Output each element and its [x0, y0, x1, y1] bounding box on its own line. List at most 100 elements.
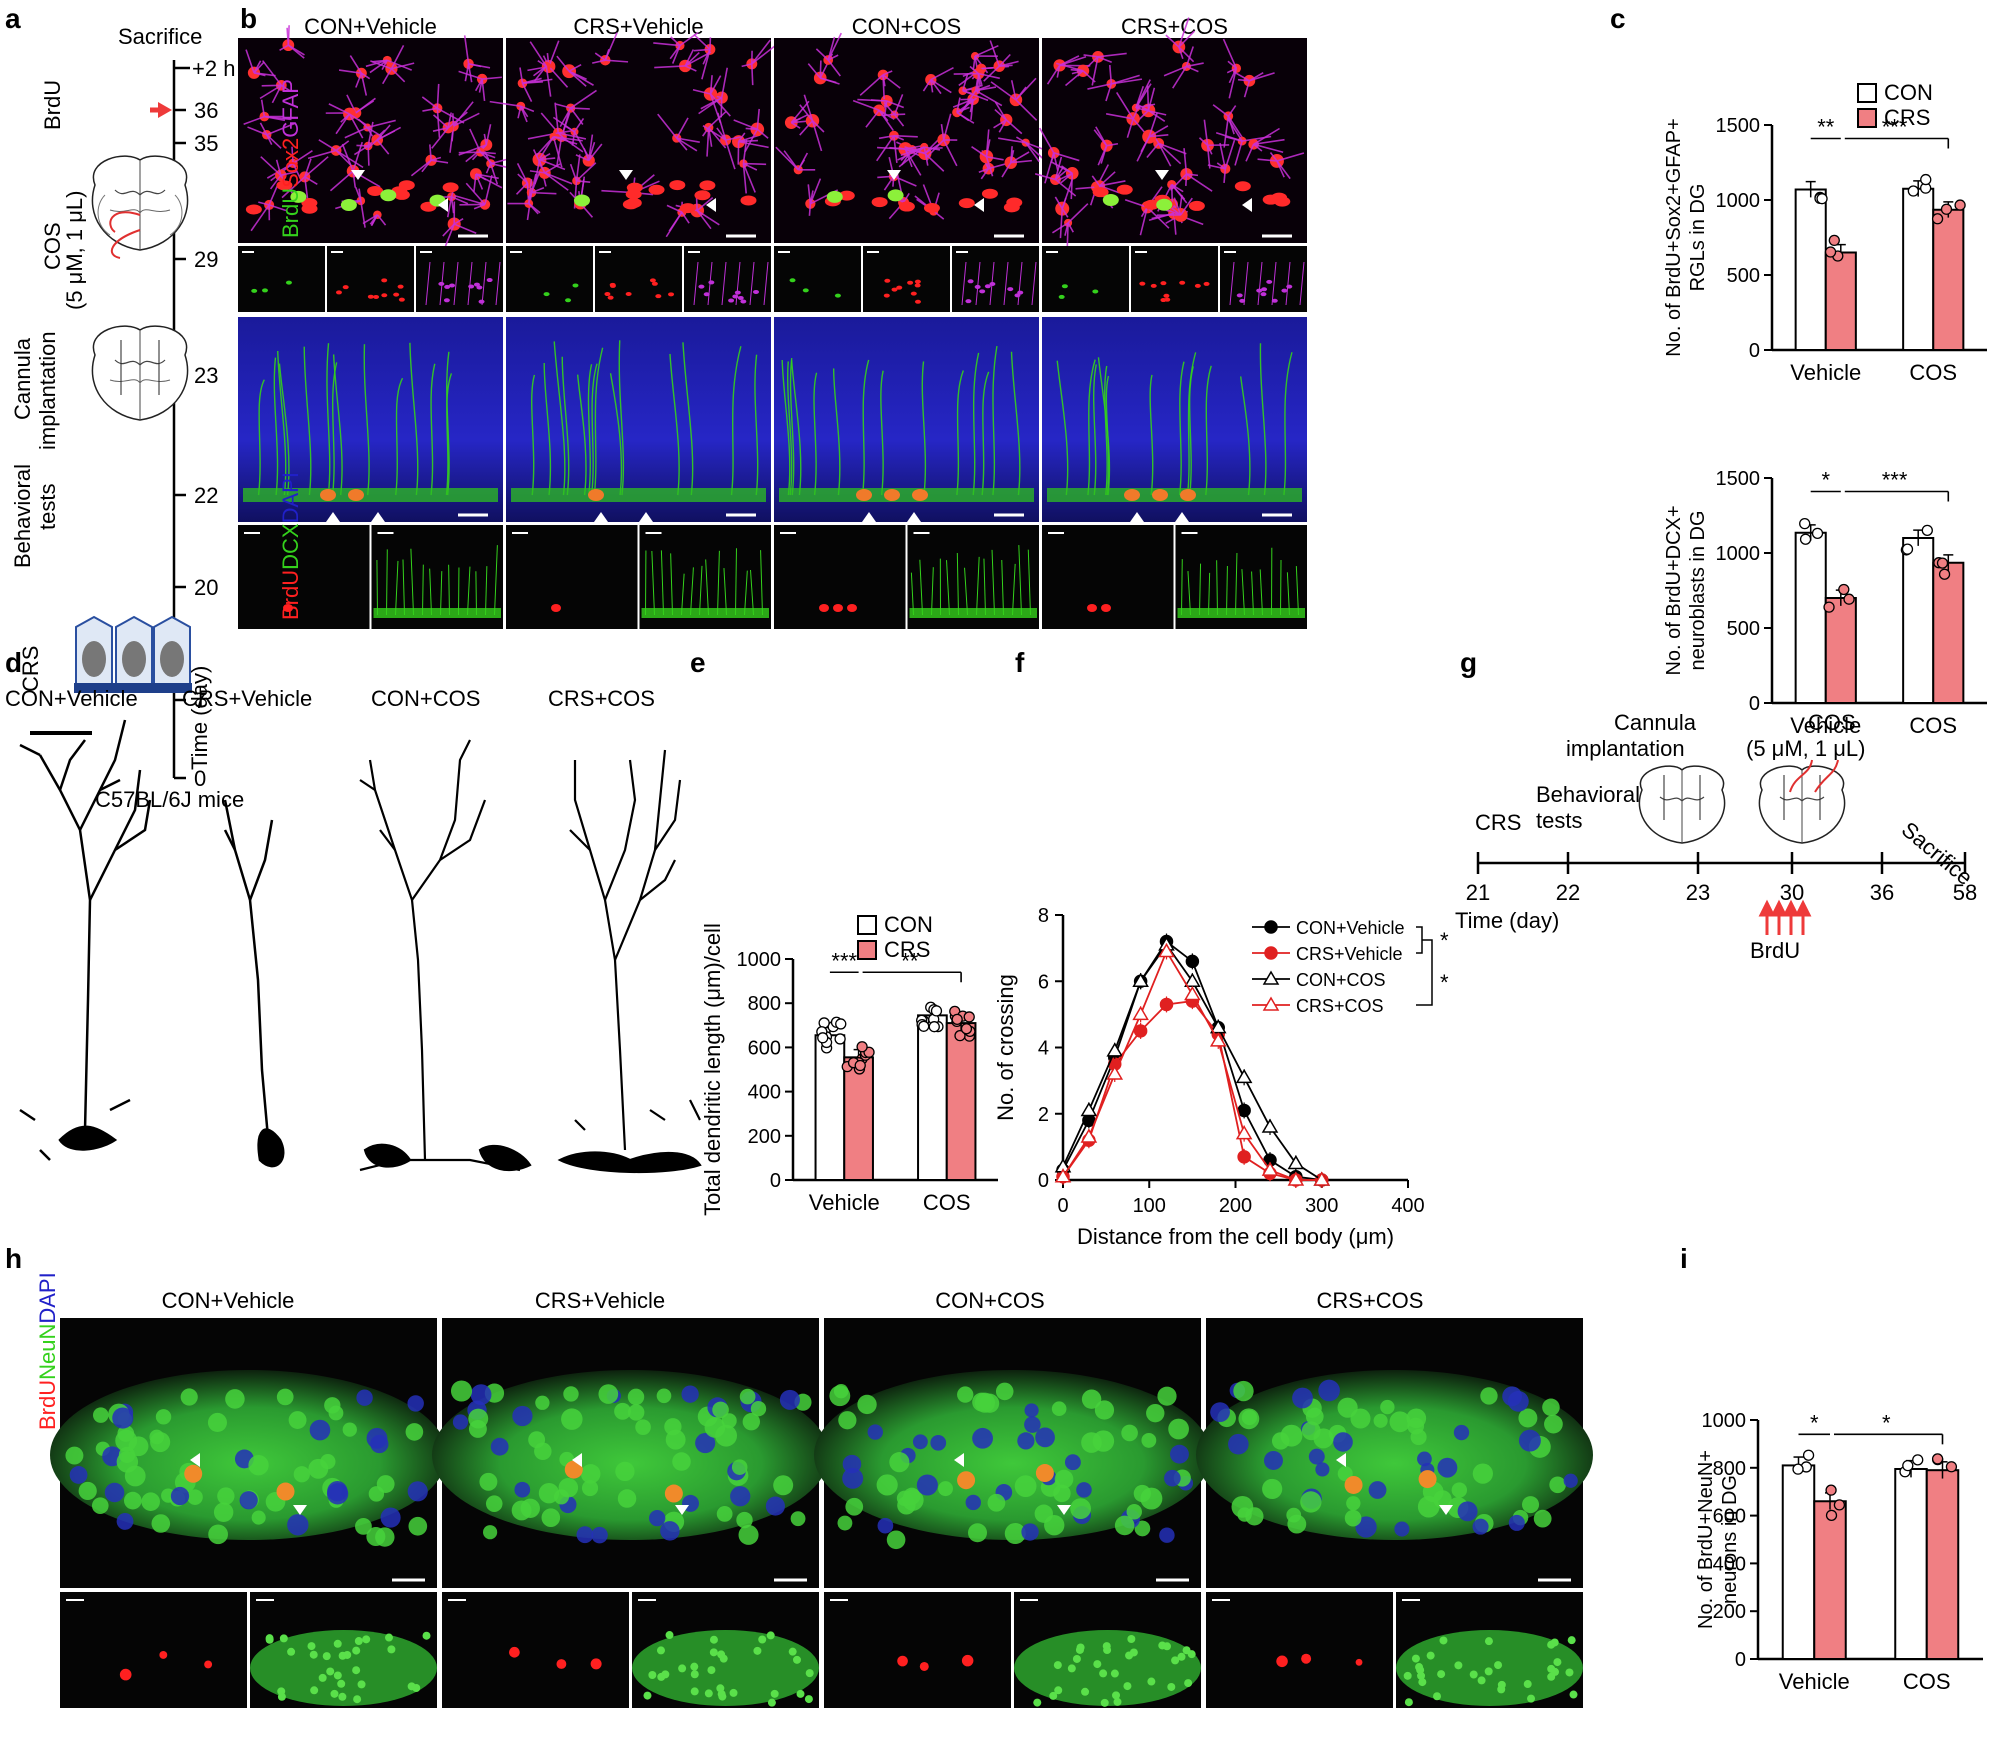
cell-process [1253, 143, 1284, 154]
neun-cell [239, 1491, 258, 1510]
cell-process [430, 159, 449, 164]
cell-process [1139, 207, 1149, 236]
cell-process [335, 149, 364, 169]
cell-process [1207, 164, 1226, 170]
cell-process [376, 130, 396, 141]
neun-cell [1114, 1515, 1135, 1536]
cell-process [1253, 127, 1280, 145]
cell-process [797, 159, 806, 171]
bar-con [814, 1034, 846, 1181]
split-channel-red [238, 525, 370, 629]
timeline-a: Sacrifice +2 h 36 35 29 23 22 20 7 0 BrdU COS (… [10, 24, 244, 812]
cell-process [575, 154, 590, 162]
channel-cell [896, 285, 903, 290]
cell-process [564, 125, 575, 133]
legend-swatch [857, 940, 877, 960]
cell-process [969, 65, 979, 75]
neun-cell [957, 1386, 974, 1403]
cell-process [260, 156, 282, 176]
cell-process [819, 60, 822, 79]
neun-cell [681, 1385, 699, 1403]
dcx-layer [243, 488, 498, 502]
brdu-cell [887, 189, 904, 202]
cell-process [1124, 198, 1148, 209]
sox2-cell [923, 203, 940, 214]
cell-process [1165, 34, 1180, 48]
sox2-cell [898, 201, 915, 212]
cell-process [930, 67, 954, 81]
data-point [954, 1029, 966, 1042]
cell-process [956, 111, 975, 124]
cell-process [268, 204, 287, 212]
brain-icon [91, 155, 189, 251]
green-channel-cell [1103, 1646, 1112, 1655]
cell-process [930, 79, 952, 94]
cell-process [349, 55, 363, 74]
cell-process [1148, 112, 1158, 137]
timeline-g: Cannula implantation COS (5 μM, 1 μL) Be… [1455, 710, 1977, 963]
data-point [1931, 213, 1944, 225]
data-point [1945, 1461, 1958, 1473]
neun-cell [857, 1394, 877, 1415]
green-channel-cell [729, 1688, 738, 1697]
channel-cell [651, 281, 658, 286]
brdu-arrows-g [1758, 899, 1812, 935]
cell-process [1216, 162, 1226, 170]
cell-process [454, 194, 486, 206]
cell-process [1059, 208, 1064, 239]
neun-cell [1081, 1432, 1102, 1453]
cell-process [902, 192, 910, 203]
cell-process [684, 65, 697, 72]
cell-process [360, 73, 368, 96]
split-channel-panel [238, 246, 325, 312]
dcx-process [593, 347, 604, 496]
red-channel-cell [556, 1659, 567, 1669]
sig-bracket [1416, 926, 1423, 954]
neun-cell [886, 1530, 906, 1550]
x-tick-label: 300 [1305, 1195, 1338, 1217]
brdu-neun-cell [1035, 1464, 1054, 1483]
cell-process [1219, 142, 1227, 170]
channel-process [961, 261, 967, 306]
brain-icon-g1 [1638, 765, 1726, 844]
cell-process [1135, 85, 1145, 109]
neun-cell [1262, 1478, 1283, 1500]
green-channel-cell [792, 1655, 801, 1664]
sox2-cell [626, 182, 643, 193]
green-channel-cell [353, 1695, 362, 1704]
channel-process [1003, 261, 1009, 306]
sig-label: ** [1817, 115, 1835, 140]
neun-cell [1315, 1462, 1330, 1477]
dcx-process [1093, 364, 1097, 496]
neun-cell [141, 1492, 160, 1511]
neun-cell [1141, 1433, 1157, 1448]
neun-cell [750, 1401, 767, 1417]
cell-process [485, 124, 492, 146]
sox2-cell [871, 197, 888, 208]
cell-process [1001, 162, 1012, 178]
data-point [1132, 972, 1149, 987]
brdu-dcx-cell [588, 489, 604, 501]
neun-cell [1170, 1444, 1189, 1464]
channel-cell [367, 294, 374, 299]
neun-cell [742, 1413, 761, 1431]
neun-cell [1313, 1428, 1334, 1449]
cell-process [738, 140, 769, 149]
brdu-cell [1102, 194, 1119, 207]
cannula-label-g-2: implantation [1566, 736, 1685, 761]
green-channel-process [1012, 563, 1016, 616]
cell-process [481, 78, 486, 102]
microscopy-grid-b: CON+Vehicle CRS+Vehicle CON+COS CRS+COS [238, 14, 1307, 629]
cell-process [1106, 142, 1119, 147]
cell-process [1222, 38, 1238, 69]
neun-cell [78, 1481, 97, 1501]
neun-cell [380, 1507, 401, 1528]
cell-process [1108, 65, 1113, 84]
neun-cell [511, 1500, 532, 1521]
stain-label-b-bottom: BrdUDCXDAPI [278, 472, 303, 620]
cell-process [706, 127, 710, 157]
dcx-process [1283, 352, 1293, 496]
cell-process [382, 68, 393, 85]
data-point [1106, 1042, 1124, 1057]
